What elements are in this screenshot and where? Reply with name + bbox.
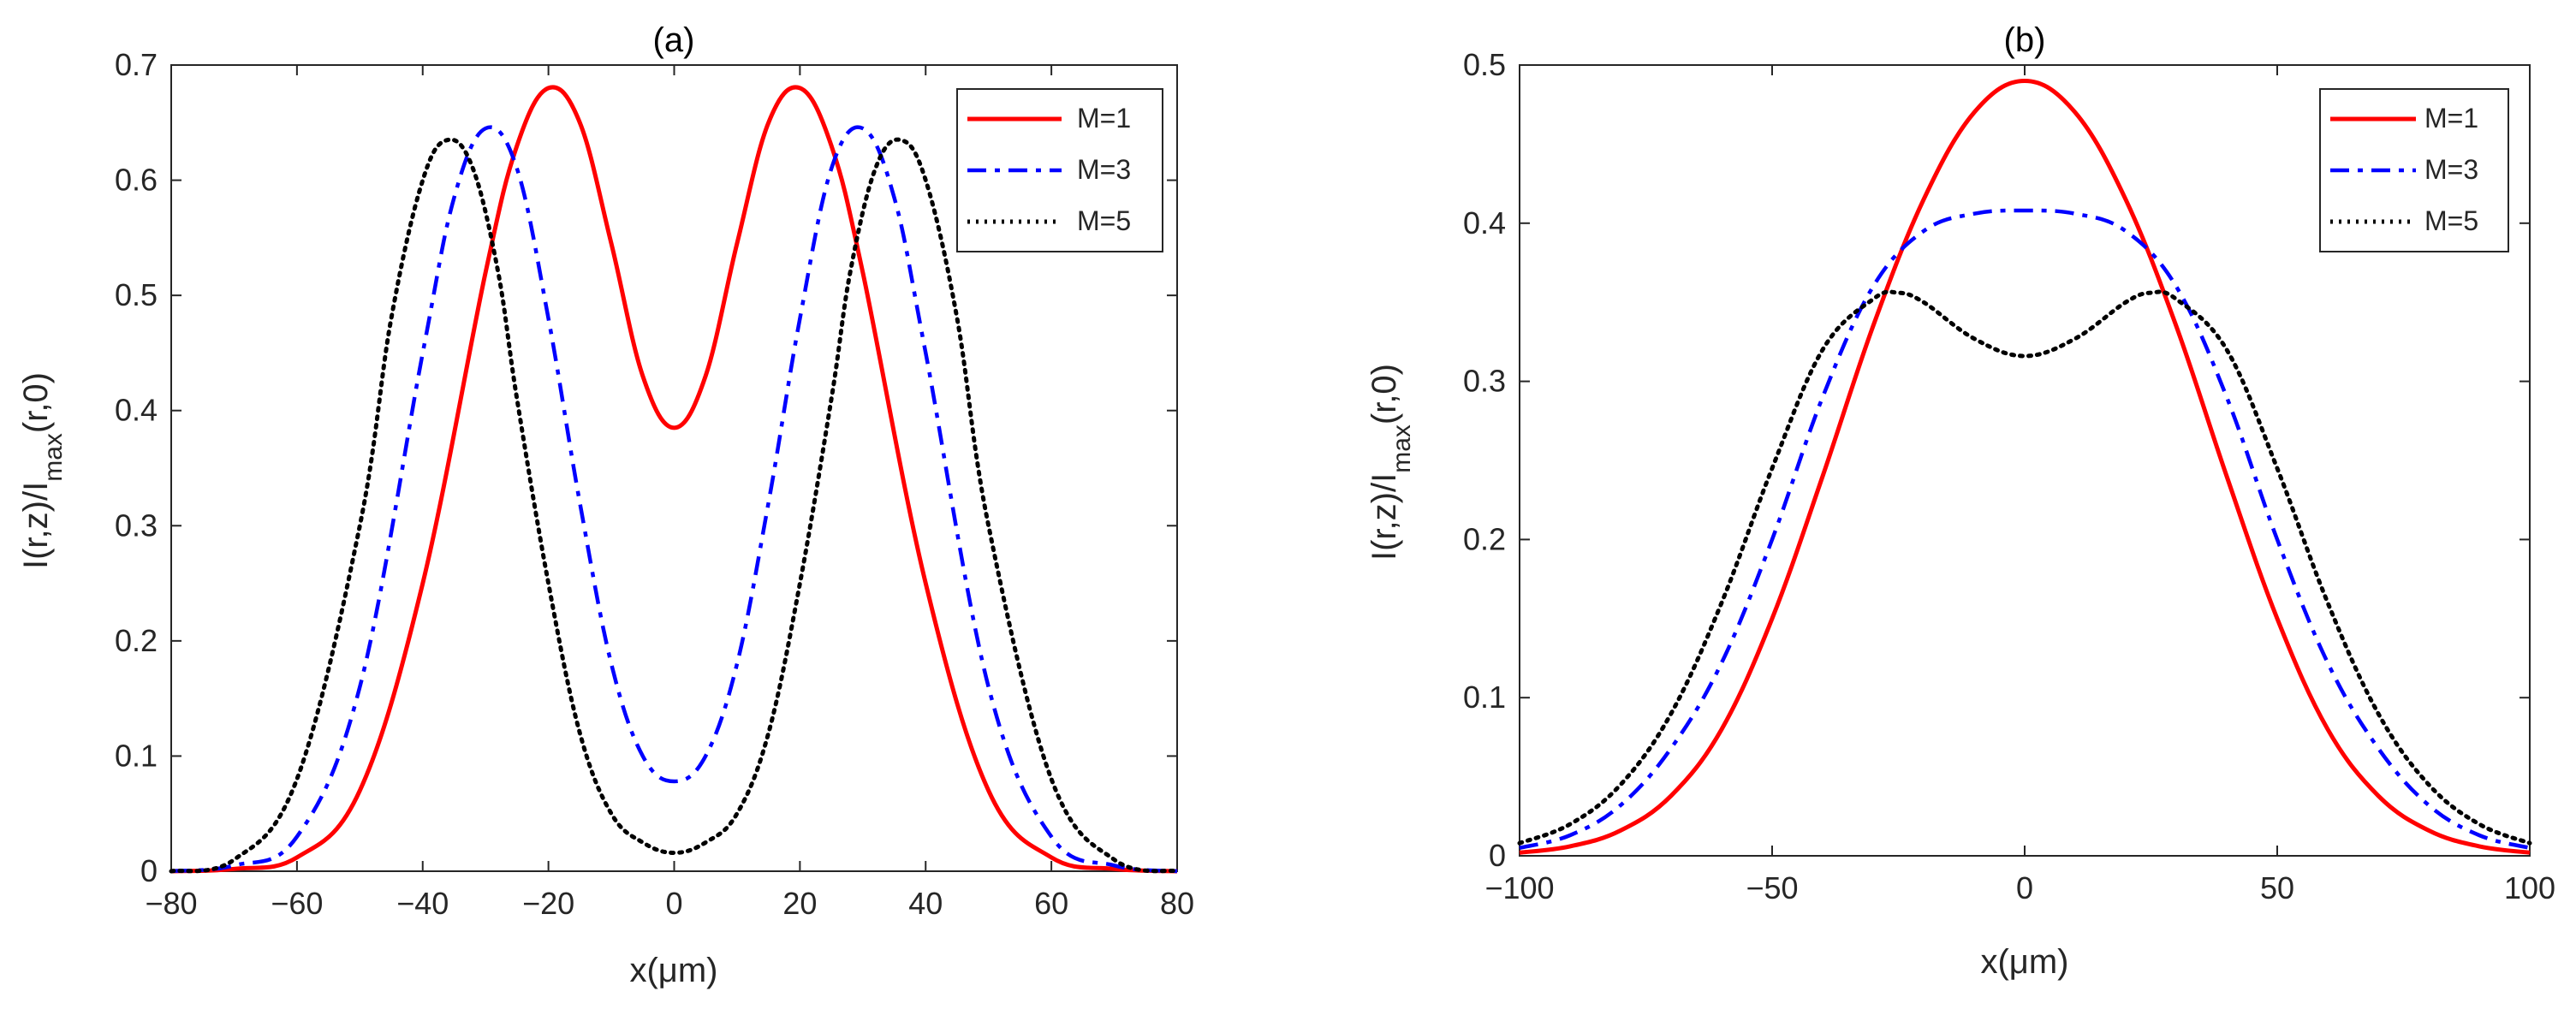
legend-b: M=1 M=3 M=5 (2319, 88, 2509, 252)
y-tick-label-a: 0.7 (115, 47, 158, 82)
x-tick-label-a: −20 (522, 886, 574, 921)
y-tick-label-b: 0.4 (1463, 205, 1506, 240)
series-m3-a (170, 125, 1178, 874)
legend-label-m3-a: M=3 (1077, 154, 1131, 185)
panel-a: (a) x(μm) I(r,z)/Imax(r,0) M=1 M=3 M=5 −… (17, 21, 1194, 989)
y-tick-label-b: 0.2 (1463, 521, 1506, 556)
x-tick-label-a: 40 (908, 886, 943, 921)
x-tick-label-b: 50 (2260, 870, 2294, 905)
legend-label-m1-b: M=1 (2424, 103, 2478, 134)
y-axis-label-b: I(r,z)/Imax(r,0) (1365, 364, 1416, 561)
legend-a: M=1 M=3 M=5 (956, 88, 1163, 252)
legend-label-m5-a: M=5 (1077, 205, 1131, 236)
series-m5-a (169, 137, 1180, 874)
legend-label-m5-b: M=5 (2424, 205, 2478, 236)
series-m5-b (1517, 289, 2532, 846)
y-tick-label-b: 0.5 (1463, 47, 1506, 82)
legend-label-m3-b: M=3 (2424, 154, 2478, 185)
x-tick-label-b: 0 (2016, 870, 2033, 905)
x-tick-label-a: −40 (396, 886, 449, 921)
legend-label-m1-a: M=1 (1077, 103, 1131, 134)
x-axis-label-b: x(μm) (1980, 943, 2068, 981)
series-m1-a (170, 85, 1178, 874)
y-tick-label-a: 0.4 (115, 393, 158, 428)
x-tick-label-a: 20 (782, 886, 817, 921)
y-label-suffix-a: (r,0) (17, 372, 55, 433)
y-tick-label-b: 0.1 (1463, 680, 1506, 715)
y-axis-label-a: I(r,z)/Imax(r,0) (17, 372, 68, 569)
y-label-prefix-b: I(r,z)/I (1365, 473, 1403, 561)
y-label-sub-b: max (1388, 424, 1416, 473)
y-tick-label-a: 0.3 (115, 508, 158, 543)
y-tick-label-b: 0 (1489, 838, 1506, 873)
y-label-suffix-b: (r,0) (1365, 364, 1403, 424)
x-axis-label-a: x(μm) (629, 952, 717, 989)
x-tick-label-b: −100 (1484, 870, 1554, 905)
y-tick-label-a: 0.5 (115, 277, 158, 312)
y-label-sub-a: max (39, 433, 68, 482)
y-tick-label-a: 0.6 (115, 163, 158, 198)
x-tick-label-a: 60 (1034, 886, 1068, 921)
series-m3-b (1519, 208, 2531, 850)
y-tick-label-a: 0 (140, 853, 158, 888)
x-tick-label-a: 0 (665, 886, 682, 921)
panel-b: (b) x(μm) I(r,z)/Imax(r,0) M=1 M=3 M=5 −… (1365, 21, 2555, 981)
x-tick-label-a: −60 (271, 886, 323, 921)
y-tick-label-a: 0.1 (115, 738, 158, 773)
x-tick-label-b: 100 (2504, 870, 2555, 905)
chart-title-b: (b) (2004, 21, 2046, 59)
chart-title-a: (a) (653, 21, 695, 59)
x-tick-label-b: −50 (1746, 870, 1798, 905)
x-tick-label-a: 80 (1160, 886, 1194, 921)
series-m1-b (1519, 78, 2531, 855)
y-label-prefix-a: I(r,z)/I (17, 482, 55, 569)
y-tick-label-a: 0.2 (115, 623, 158, 658)
y-tick-label-b: 0.3 (1463, 364, 1506, 399)
x-tick-label-a: −80 (145, 886, 197, 921)
